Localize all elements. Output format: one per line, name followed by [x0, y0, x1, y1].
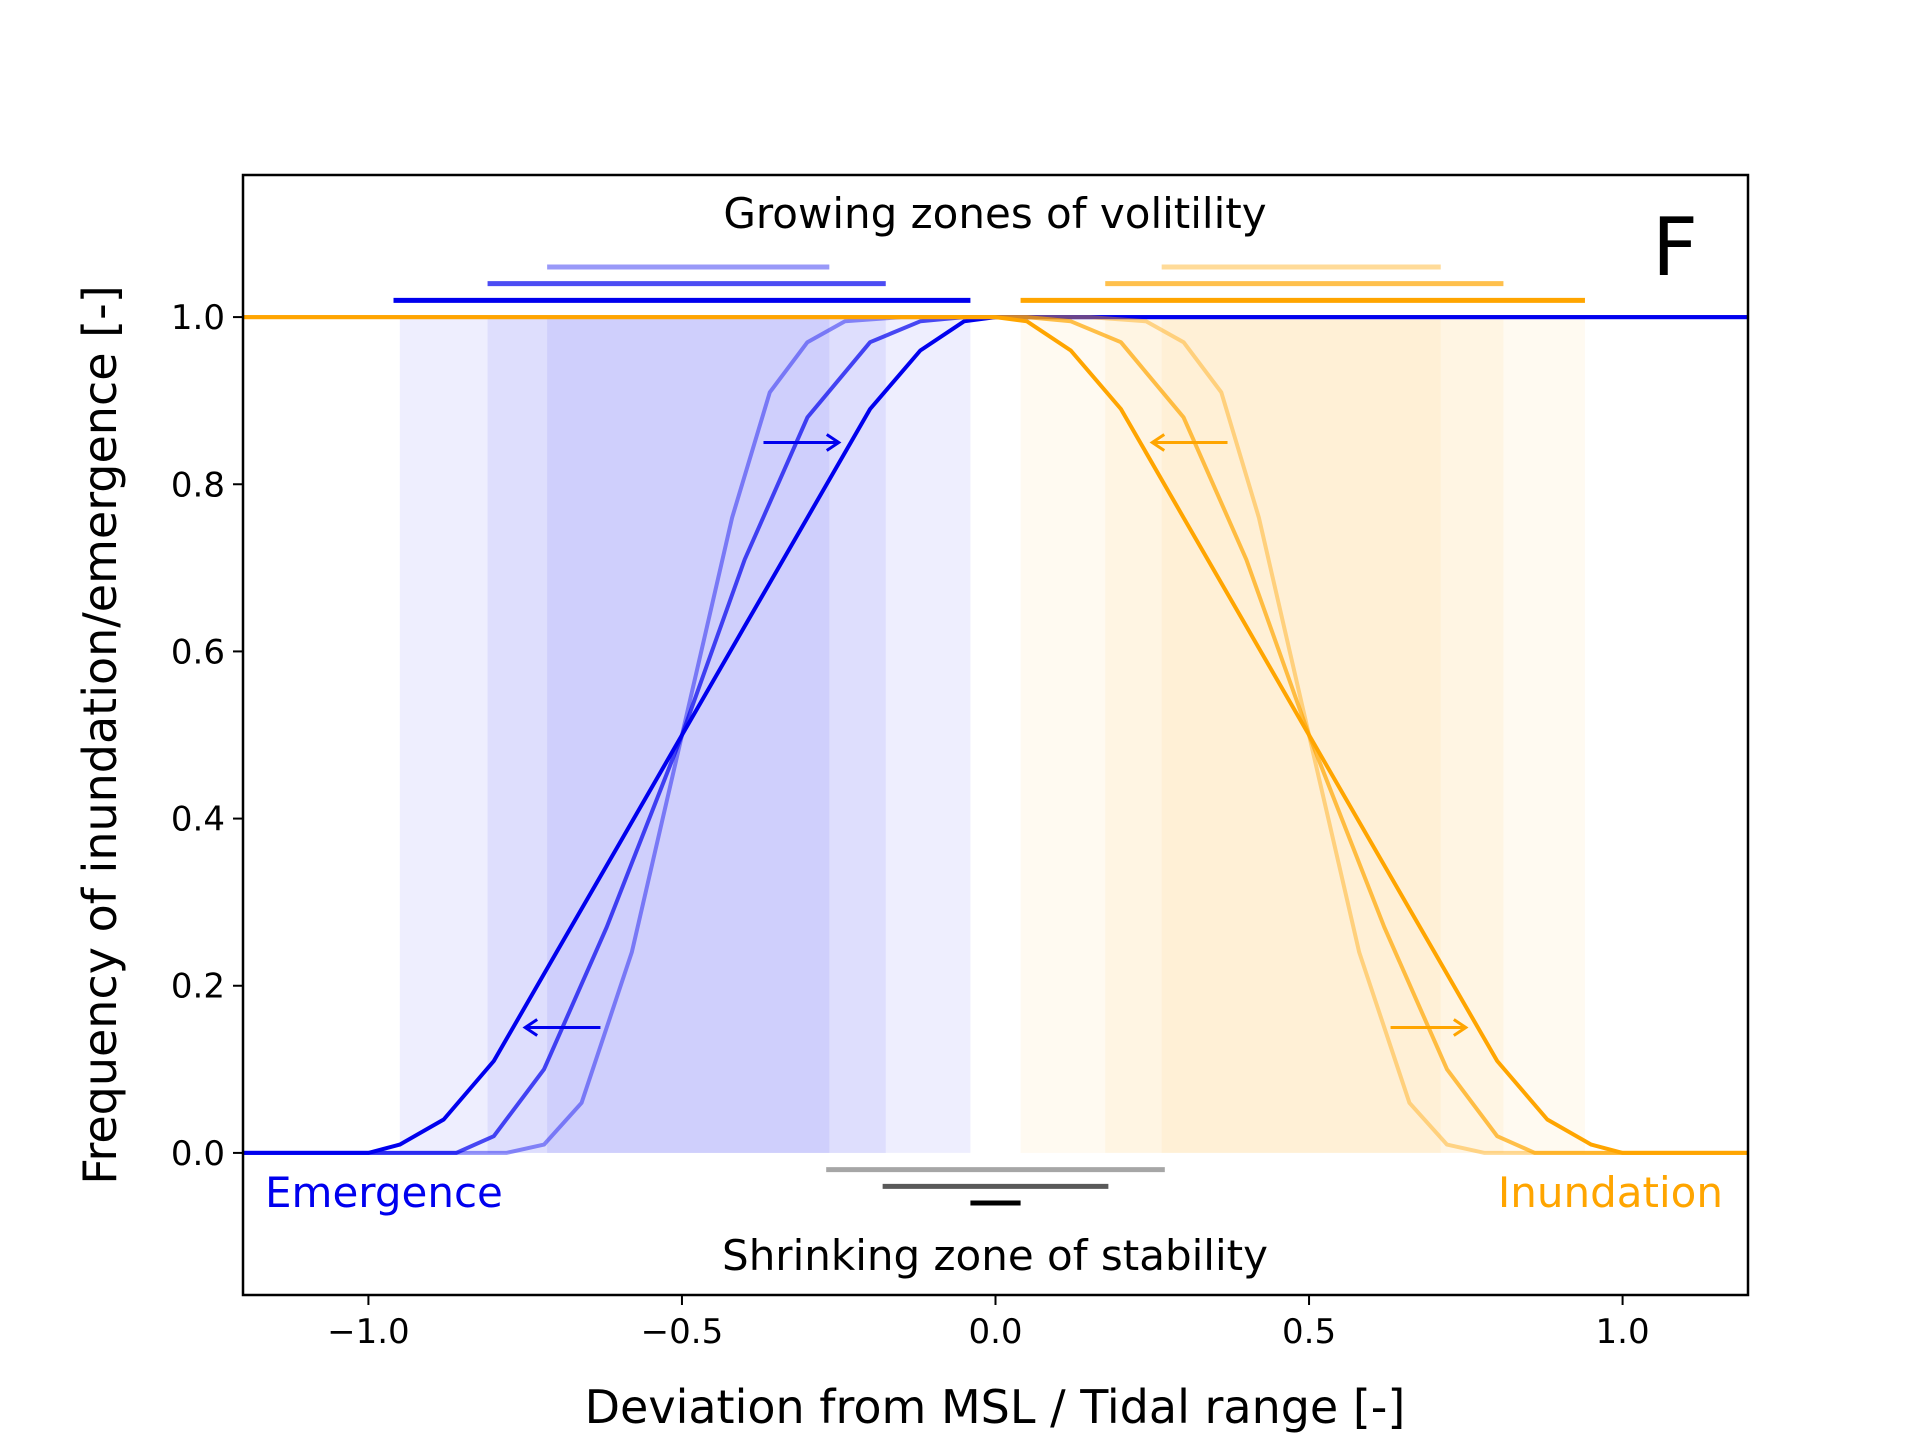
y-tick-label: 0.6 [171, 632, 225, 672]
inundation-band-5 [1161, 317, 1441, 1153]
zone-bars [393, 264, 1585, 1206]
panel-letter: F [1652, 201, 1698, 294]
y-axis-ticks: 0.0 0.2 0.4 0.6 0.8 1.0 [171, 298, 243, 1174]
shift-arrows [522, 433, 1469, 1037]
emergence-arrow-0 [763, 433, 842, 452]
inundation-band-4 [1105, 317, 1504, 1153]
inundation-arrow-2 [1149, 433, 1228, 452]
emergence-label: Emergence [265, 1168, 503, 1217]
y-tick-label: 0.2 [171, 967, 225, 1007]
x-tick-label: −1.0 [327, 1312, 410, 1352]
inundation-label: Inundation [1498, 1168, 1723, 1217]
x-axis-ticks: −1.0 −0.5 0.0 0.5 1.0 [327, 1295, 1650, 1352]
y-axis-label: Frequency of inundation/emergence [-] [73, 285, 127, 1184]
shaded-bands [399, 317, 1585, 1153]
x-tick-label: −0.5 [641, 1312, 724, 1352]
y-tick-label: 0.4 [171, 800, 225, 840]
x-tick-label: 0.5 [1282, 1312, 1336, 1352]
x-tick-label: 1.0 [1596, 1312, 1650, 1352]
series-lines [243, 315, 1748, 1155]
inundation-band-3 [1020, 317, 1585, 1153]
emergence-arrow-1 [522, 1018, 601, 1037]
bottom-annotation: Shrinking zone of stability [722, 1231, 1268, 1280]
inundation-curve-5 [243, 315, 1748, 1155]
inundation-arrow-3 [1390, 1018, 1469, 1037]
y-tick-label: 1.0 [171, 298, 225, 338]
inundation-curve-4 [243, 315, 1748, 1155]
y-tick-label: 0.8 [171, 465, 225, 505]
emergence-band-0 [399, 317, 971, 1153]
inundation-curve-3 [243, 315, 1748, 1155]
y-tick-label: 0.0 [171, 1134, 225, 1174]
top-annotation: Growing zones of volitility [723, 189, 1266, 238]
emergence-curve-2 [243, 315, 1748, 1155]
emergence-band-2 [547, 317, 830, 1153]
emergence-band-1 [487, 317, 886, 1153]
x-tick-label: 0.0 [968, 1312, 1022, 1352]
x-axis-label: Deviation from MSL / Tidal range [-] [585, 1380, 1406, 1434]
